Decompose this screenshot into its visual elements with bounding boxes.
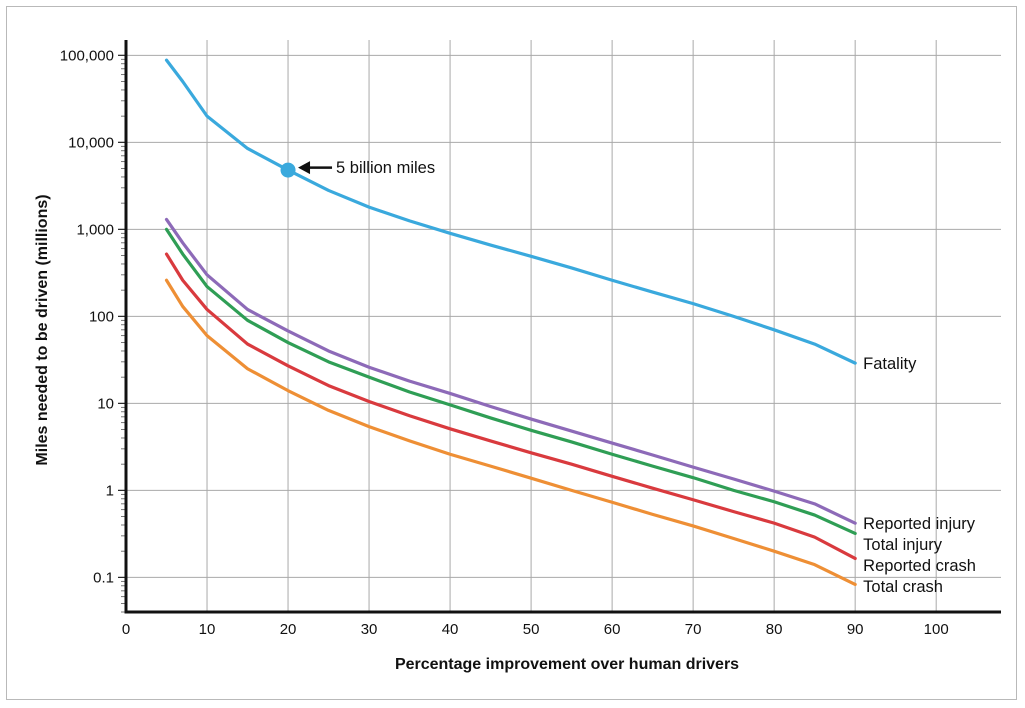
x-axis-title: Percentage improvement over human driver… — [395, 656, 739, 673]
series-label: Total crash — [863, 578, 943, 596]
x-tick-label: 50 — [523, 621, 540, 638]
series-line-fatality — [164, 58, 857, 365]
y-tick-label: 10 — [97, 395, 114, 412]
x-tick-label: 0 — [122, 621, 130, 638]
annotation: 5 billion miles — [280, 159, 435, 178]
x-tick-label: 80 — [766, 621, 783, 638]
x-tick-label: 90 — [847, 621, 864, 638]
x-tick-label: 100 — [924, 621, 949, 638]
axes — [124, 40, 1001, 614]
y-tick-label: 0.1 — [93, 569, 114, 586]
x-tick-label: 40 — [442, 621, 459, 638]
gridlines — [126, 40, 1001, 612]
x-tick-label: 70 — [685, 621, 702, 638]
y-tick-label: 100,000 — [60, 47, 114, 64]
series-line-reported-crash — [164, 252, 857, 561]
y-axis-title: Miles needed to be driven (millions) — [34, 194, 51, 465]
y-tick-label: 1,000 — [76, 221, 114, 238]
chart-frame — [6, 6, 1017, 700]
x-tick-label: 60 — [604, 621, 621, 638]
series-labels: Fatality Reported injury Total injury Repor… — [863, 355, 976, 596]
annotation-arrow-head — [298, 161, 311, 175]
x-tick-label: 30 — [361, 621, 378, 638]
series-label: Fatality — [863, 355, 917, 373]
series-label: Total injury — [863, 536, 943, 554]
x-tick-label: 20 — [280, 621, 297, 638]
y-tick-labels: 0.1 1 10 100 1,000 10,000 100,000 — [60, 47, 114, 586]
y-tick-label: 10,000 — [68, 134, 114, 151]
x-tick-labels: 0 10 20 30 40 50 60 70 80 90 100 — [122, 621, 949, 638]
series-line-total-crash — [164, 278, 857, 587]
series-line-total-injury — [164, 227, 857, 536]
y-tick-label: 100 — [89, 308, 114, 325]
series-label: Reported crash — [863, 557, 976, 575]
series-line-reported-injury — [164, 217, 857, 525]
annotation-point — [280, 162, 296, 178]
annotation-label: 5 billion miles — [336, 159, 435, 177]
series-label: Reported injury — [863, 515, 976, 533]
y-tick-label: 1 — [106, 482, 114, 499]
series-lines — [164, 58, 857, 587]
x-tick-label: 10 — [199, 621, 216, 638]
